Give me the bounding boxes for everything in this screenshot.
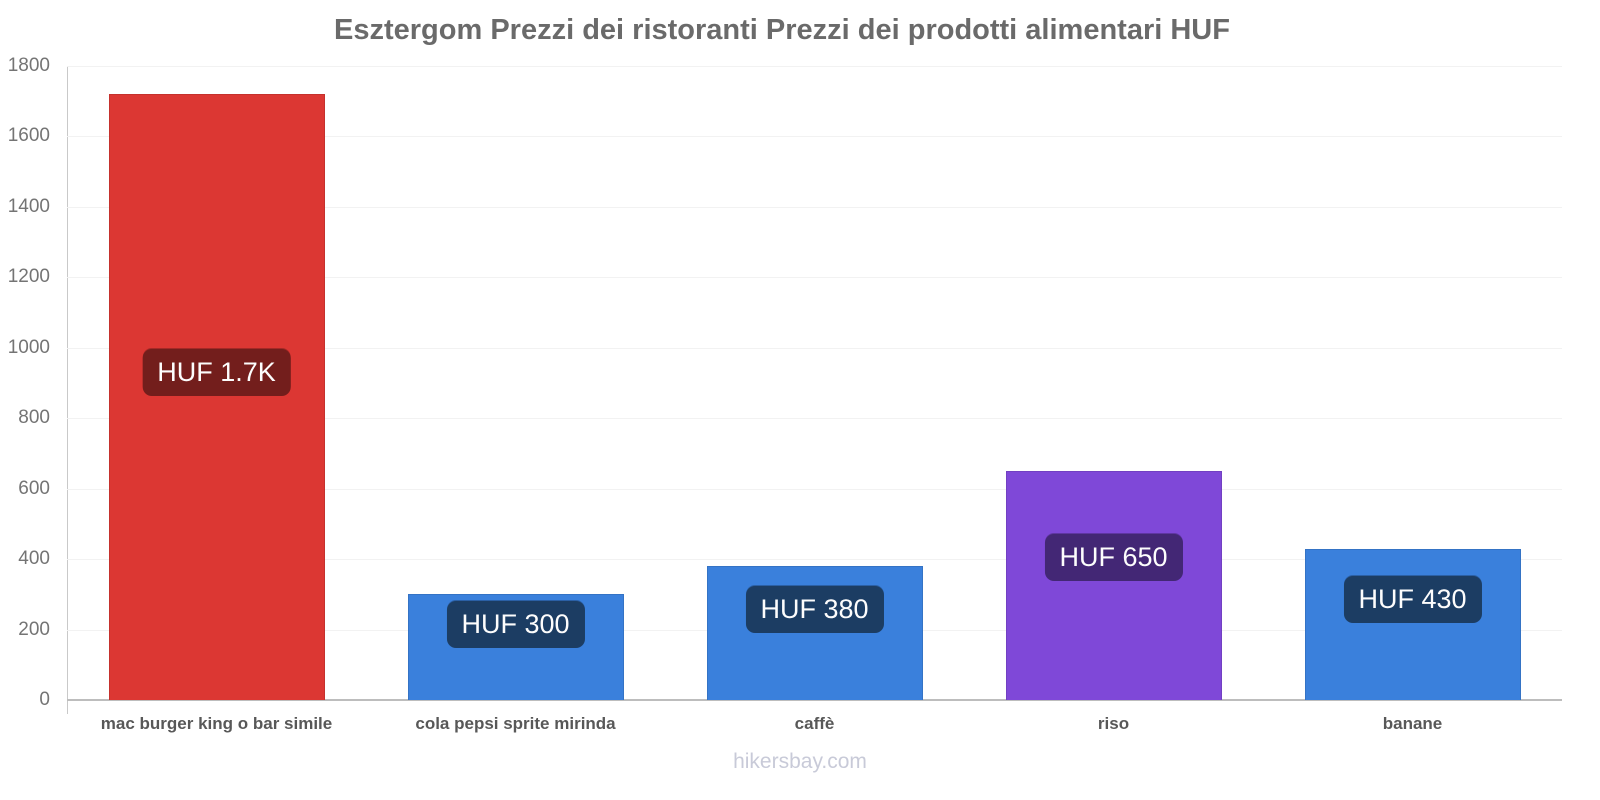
y-tick-label: 1800 (7, 55, 50, 76)
bar-4: HUF 650 (1005, 471, 1222, 700)
x-axis-label: banane (1382, 714, 1443, 733)
y-tick-label: 1200 (7, 266, 50, 288)
bar-3: HUF 380 (706, 566, 923, 700)
gridline (67, 559, 1562, 561)
bar-value-badge: HUF 1.7K (142, 349, 291, 397)
bar-value-badge: HUF 650 (1044, 534, 1183, 582)
bar-value-badge: HUF 430 (1343, 575, 1482, 623)
bar-5: HUF 430 (1304, 548, 1521, 700)
bar-value-badge: HUF 380 (745, 586, 884, 634)
y-tick-label: 1600 (7, 125, 50, 147)
gridline (67, 488, 1562, 490)
x-axis-line (67, 699, 1562, 701)
bar-2: HUF 300 (407, 594, 624, 700)
y-axis-line (67, 66, 68, 714)
x-axis-label: cola pepsi sprite mirinda (415, 714, 616, 733)
gridline (67, 347, 1562, 349)
y-tick-label: 200 (18, 618, 50, 640)
y-tick-label: 400 (18, 548, 50, 570)
bar-1: HUF 1.7K (108, 94, 325, 700)
gridline (67, 206, 1562, 208)
bar-value-badge: HUF 300 (446, 601, 585, 649)
plot-area: HUF 1.7K HUF 300 HUF 380 HUF 650 HUF 430 (67, 66, 1562, 701)
watermark: hikersbay.com (733, 750, 867, 773)
x-axis-label: caffè (794, 714, 835, 733)
y-tick-label: 800 (18, 407, 50, 429)
y-tick-label: 0 (39, 689, 50, 710)
chart-title: Esztergom Prezzi dei ristoranti Prezzi d… (334, 14, 1230, 46)
x-axis-label: riso (1097, 714, 1130, 733)
gridline (67, 66, 1562, 67)
x-axis-label: mac burger king o bar simile (100, 714, 333, 733)
gridline (67, 277, 1562, 279)
y-tick-label: 1000 (7, 336, 50, 358)
gridline (67, 136, 1562, 138)
y-tick-label: 600 (18, 477, 50, 499)
y-tick-label: 1400 (7, 195, 50, 217)
gridline (67, 418, 1562, 420)
